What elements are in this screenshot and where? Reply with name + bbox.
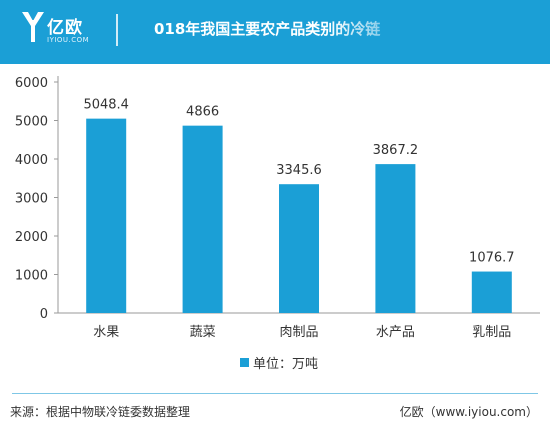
data-label: 3867.2: [373, 143, 419, 158]
logo-text: 亿欧: [47, 18, 83, 38]
x-tick-label: 蔬菜: [190, 325, 216, 340]
logo: 亿欧 IYIOU.COM: [22, 8, 112, 50]
y-tick-label: 3000: [15, 192, 48, 207]
data-label: 3345.6: [276, 163, 322, 178]
y-tick-label: 2000: [15, 230, 48, 245]
bar: [471, 271, 512, 313]
header-banner: 亿欧 IYIOU.COM 018年我国主要农产品类别的冷链: [0, 0, 550, 64]
logo-icon: [22, 12, 44, 42]
data-labels: 5048.4 4866 3345.6 3867.2 1076.7: [83, 98, 514, 266]
legend: 单位：万吨: [240, 352, 318, 372]
y-tick-label: 0: [40, 307, 48, 322]
bars: [86, 118, 512, 313]
x-tick-label: 水果: [93, 325, 119, 340]
chart-title: 018年我国主要农产品类别的冷链: [154, 20, 381, 38]
bar: [375, 164, 416, 313]
data-label: 5048.4: [83, 98, 129, 113]
y-tick-label: 4000: [15, 153, 48, 168]
legend-label: 单位：万吨: [253, 357, 319, 372]
data-label: 4866: [186, 105, 219, 120]
y-tick-label: 1000: [15, 269, 48, 284]
footer-source: 来源：根据中物联冷链委数据整理: [10, 405, 191, 419]
y-tick-label: 6000: [15, 76, 48, 91]
y-axis: 0 1000 2000 3000 4000 5000 6000: [15, 76, 59, 322]
x-tick-label: 肉制品: [279, 325, 318, 340]
bar: [279, 184, 319, 313]
bar: [182, 125, 223, 313]
y-tick-label: 5000: [15, 115, 48, 130]
footer-divider: [12, 393, 538, 394]
x-tick-label: 乳制品: [472, 325, 511, 340]
logo-url: IYIOU.COM: [47, 36, 90, 44]
data-label: 1076.7: [469, 251, 515, 266]
legend-swatch: [240, 358, 249, 367]
x-tick-label: 水产品: [376, 325, 415, 340]
x-axis: 水果 蔬菜 肉制品 水产品 乳制品: [58, 312, 540, 340]
header-fade-overlay: [330, 0, 550, 64]
header-divider: [116, 14, 118, 46]
footer-brand: 亿欧（www.iyiou.com）: [399, 405, 538, 419]
bar: [86, 118, 127, 313]
